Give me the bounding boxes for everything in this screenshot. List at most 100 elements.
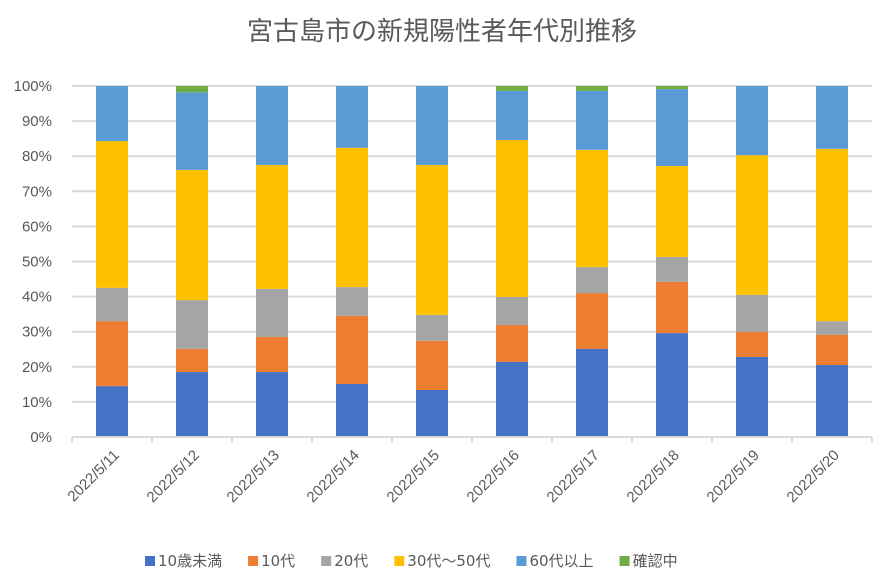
bar-segment	[416, 389, 448, 437]
legend-item: 10歳未満	[145, 552, 222, 570]
x-tick-label: 2022/5/13	[224, 447, 283, 506]
bar-segment	[496, 90, 528, 141]
bar-segment	[656, 166, 688, 257]
x-tick-label: 2022/5/18	[624, 447, 683, 506]
legend-swatch	[248, 556, 259, 566]
bar-segment	[816, 365, 848, 437]
bar-segment	[256, 164, 288, 289]
bar-segment	[256, 288, 288, 337]
x-tick-label: 2022/5/12	[144, 447, 203, 506]
bar-segment	[496, 361, 528, 437]
bar-segment	[336, 147, 368, 288]
legend-item: 10代	[248, 552, 295, 570]
bar-segment	[96, 287, 128, 322]
x-tick-label: 2022/5/11	[64, 447, 122, 505]
bar-segment	[736, 294, 768, 333]
legend-item: 確認中	[619, 552, 678, 570]
x-tick-label: 2022/5/14	[304, 447, 363, 506]
bar-stack	[336, 86, 368, 437]
bar-segment	[96, 86, 128, 142]
bar-segment	[416, 164, 448, 315]
bar-segment	[656, 86, 688, 90]
bar-stack	[176, 86, 208, 437]
legend-swatch	[619, 556, 630, 566]
x-tick-label: 2022/5/15	[384, 447, 443, 506]
bar-segment	[416, 314, 448, 341]
bar-segment	[816, 86, 848, 149]
bar-segment	[336, 86, 368, 148]
bar-stack	[736, 86, 768, 437]
legend-swatch	[516, 556, 527, 566]
bar-segment	[496, 325, 528, 362]
bar-segment	[576, 90, 608, 150]
legend-swatch	[145, 556, 155, 566]
bar-segment	[336, 287, 368, 316]
bar-segment	[656, 256, 688, 282]
x-tick-label: 2022/5/19	[704, 447, 763, 506]
x-tick-label: 2022/5/16	[464, 447, 523, 506]
bar-segment	[96, 321, 128, 387]
bar-segment	[816, 334, 848, 366]
bar-stack	[416, 86, 448, 437]
y-tick-label: 60%	[22, 218, 52, 235]
bar-segment	[496, 140, 528, 297]
bar-segment	[336, 383, 368, 437]
bar-segment	[96, 141, 128, 288]
bar-segment	[496, 296, 528, 326]
y-axis-ticks: 0% 10% 20% 30% 40% 50% 60% 70% 80% 90% 100%	[14, 78, 52, 446]
bar-segment	[256, 336, 288, 373]
bars	[96, 86, 848, 437]
chart-title: 宮古島市の新規陽性者年代別推移	[247, 17, 637, 47]
x-tick-label: 2022/5/17	[544, 447, 603, 506]
legend-label: 10歳未満	[158, 552, 222, 570]
bar-segment	[736, 332, 768, 357]
x-axis-ticks: 2022/5/11 2022/5/12 2022/5/13 2022/5/14 2022…	[64, 447, 842, 506]
bar-stack	[576, 86, 608, 437]
bar-segment	[416, 86, 448, 165]
legend-item: 20代	[321, 552, 368, 570]
y-tick-label: 10%	[22, 394, 52, 411]
y-tick-label: 80%	[22, 148, 52, 165]
legend-label: 確認中	[633, 552, 678, 570]
bar-segment	[176, 348, 208, 373]
y-tick-label: 0%	[30, 429, 52, 446]
y-tick-label: 100%	[14, 78, 52, 95]
bar-segment	[736, 356, 768, 437]
legend-item: 60代以上	[516, 552, 594, 570]
bar-stack	[816, 86, 848, 437]
bar-segment	[576, 86, 608, 91]
y-tick-label: 70%	[22, 183, 52, 200]
y-tick-label: 50%	[22, 254, 52, 271]
y-tick-label: 20%	[22, 359, 52, 376]
legend-label: 10代	[261, 552, 295, 570]
legend-label: 60代以上	[529, 552, 593, 570]
bar-segment	[176, 372, 208, 437]
bar-segment	[496, 86, 528, 91]
bar-segment	[656, 281, 688, 334]
bar-segment	[816, 321, 848, 335]
bar-segment	[576, 267, 608, 294]
y-tick-label: 40%	[22, 289, 52, 306]
y-tick-label: 30%	[22, 324, 52, 341]
bar-segment	[576, 149, 608, 268]
bar-stack	[496, 86, 528, 437]
bar-segment	[416, 340, 448, 390]
bar-stack	[256, 86, 288, 437]
bar-segment	[336, 315, 368, 384]
x-axis	[71, 436, 873, 443]
bar-segment	[256, 372, 288, 437]
legend: 10歳未満 10代 20代 30代～50代 60代以上 確認中	[145, 552, 678, 570]
x-tick-label: 2022/5/20	[784, 447, 843, 506]
legend-label: 30代～50代	[407, 552, 490, 570]
bar-segment	[176, 92, 208, 170]
bar-segment	[576, 293, 608, 349]
bar-segment	[256, 86, 288, 165]
bar-segment	[176, 86, 208, 93]
legend-item: 30代～50代	[394, 552, 490, 570]
bar-stack	[656, 86, 688, 437]
y-tick-label: 90%	[22, 113, 52, 130]
bar-segment	[656, 89, 688, 167]
legend-swatch	[394, 556, 405, 566]
legend-swatch	[321, 556, 332, 566]
